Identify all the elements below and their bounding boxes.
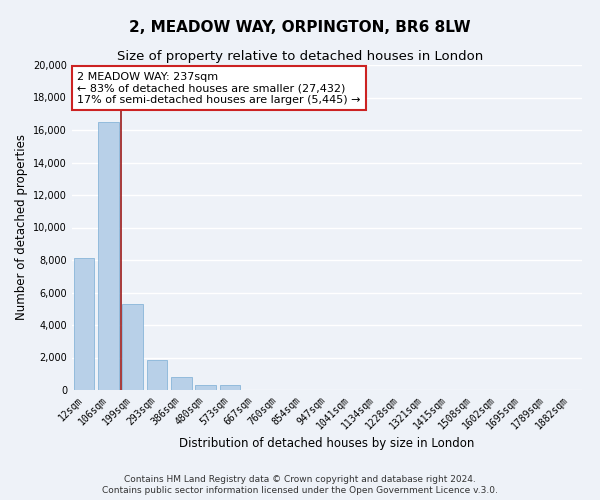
Text: Contains public sector information licensed under the Open Government Licence v.: Contains public sector information licen… (102, 486, 498, 495)
Y-axis label: Number of detached properties: Number of detached properties (15, 134, 28, 320)
Bar (122, 304, 143, 390)
Bar (146, 360, 167, 390)
Bar (98, 122, 119, 390)
Bar (171, 377, 191, 390)
Text: Size of property relative to detached houses in London: Size of property relative to detached ho… (117, 50, 483, 63)
X-axis label: Distribution of detached houses by size in London: Distribution of detached houses by size … (179, 436, 475, 450)
Text: 2, MEADOW WAY, ORPINGTON, BR6 8LW: 2, MEADOW WAY, ORPINGTON, BR6 8LW (129, 20, 471, 35)
Text: 2 MEADOW WAY: 237sqm
← 83% of detached houses are smaller (27,432)
17% of semi-d: 2 MEADOW WAY: 237sqm ← 83% of detached h… (77, 72, 361, 104)
Bar (195, 385, 216, 390)
Bar (220, 385, 240, 390)
Bar (74, 258, 94, 390)
Text: Contains HM Land Registry data © Crown copyright and database right 2024.: Contains HM Land Registry data © Crown c… (124, 475, 476, 484)
